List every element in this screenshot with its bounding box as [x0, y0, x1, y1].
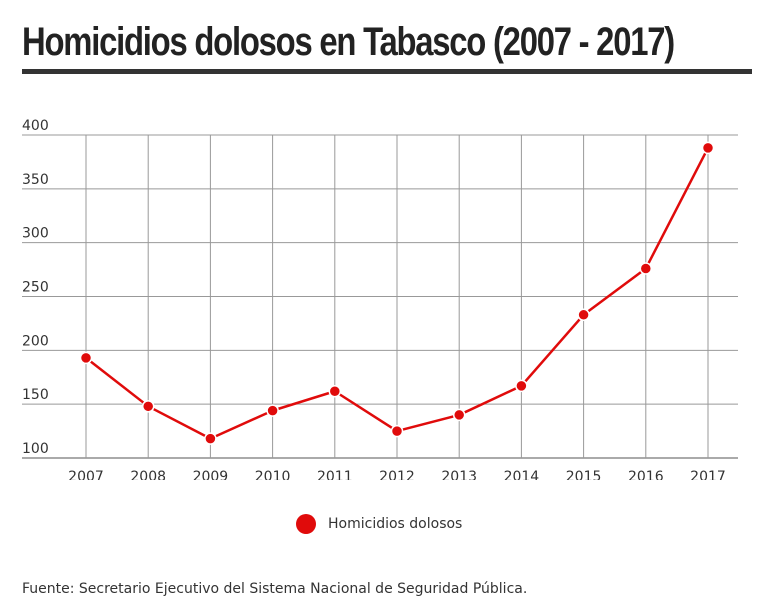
- x-tick-label: 2010: [255, 469, 291, 480]
- data-point: [204, 432, 217, 445]
- data-point: [639, 262, 653, 275]
- legend-label: Homicidios dolosos: [328, 516, 463, 532]
- y-tick-label: 200: [22, 333, 49, 349]
- data-point: [515, 379, 528, 393]
- y-tick-label: 400: [22, 118, 49, 134]
- data-point: [577, 308, 590, 322]
- data-point: [266, 404, 279, 417]
- y-axis-ticks: 400 350 300 250 200 150 100: [22, 118, 49, 457]
- chart-series: [79, 141, 715, 445]
- data-point: [452, 408, 466, 422]
- x-tick-label: 2007: [68, 469, 104, 480]
- x-tick-label: 2014: [504, 469, 540, 480]
- x-tick-label: 2015: [566, 469, 602, 480]
- title-rule: [22, 69, 752, 74]
- x-tick-label: 2012: [379, 469, 415, 480]
- x-tick-label: 2009: [193, 469, 229, 480]
- x-tick-label: 2008: [130, 469, 166, 480]
- chart-legend: Homicidios dolosos: [296, 514, 462, 534]
- y-tick-label: 150: [22, 387, 49, 403]
- y-tick-label: 100: [22, 441, 49, 457]
- data-point: [390, 424, 404, 438]
- x-tick-label: 2016: [628, 469, 664, 480]
- data-point: [328, 384, 342, 398]
- chart-title: Homicidios dolosos en Tabasco (2007 - 20…: [22, 20, 675, 64]
- source-note: Fuente: Secretario Ejecutivo del Sistema…: [22, 581, 528, 597]
- x-tick-label: 2013: [441, 469, 477, 480]
- legend-marker: [296, 514, 316, 534]
- x-axis-ticks: 2007 2008 2009 2010 2011 2012 2013 2014 2015 2016…: [68, 469, 726, 480]
- x-tick-label: 2011: [317, 469, 353, 480]
- data-point: [79, 351, 93, 365]
- data-point: [141, 400, 155, 413]
- y-tick-label: 300: [22, 226, 49, 242]
- y-tick-label: 350: [22, 172, 49, 188]
- x-tick-label: 2017: [690, 469, 726, 480]
- chart-grid: [22, 134, 738, 459]
- y-tick-label: 250: [22, 280, 49, 296]
- data-point: [701, 141, 715, 155]
